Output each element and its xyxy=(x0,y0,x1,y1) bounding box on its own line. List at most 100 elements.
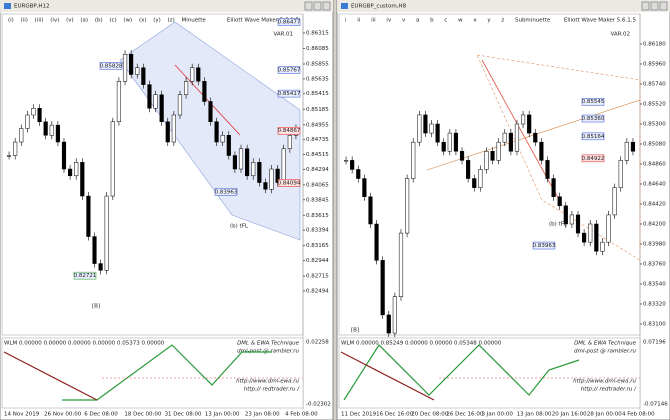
y-tick-label: 0.82944 xyxy=(306,258,329,264)
window-title: EURGBP_custom,H8 xyxy=(351,4,407,10)
indicator-note: DML & EWA Technique xyxy=(237,341,300,347)
candle xyxy=(141,67,146,85)
candle xyxy=(37,108,42,123)
indicator-note: http://www.dml-ewa.ru xyxy=(236,379,299,385)
date-label: 20 Dec 08:00 xyxy=(411,412,448,418)
candle xyxy=(350,160,355,170)
date-label: 6 Dec 08:00 xyxy=(84,412,118,418)
y-tick-label: 0.83615 xyxy=(306,213,329,219)
window-button[interactable] xyxy=(304,1,313,11)
candle xyxy=(275,168,280,183)
window-button[interactable] xyxy=(659,1,668,11)
window-icon xyxy=(4,3,11,9)
candle xyxy=(527,114,532,134)
y-tick-label: 0.83760 xyxy=(643,262,666,268)
candle xyxy=(190,67,195,82)
candle xyxy=(68,168,73,177)
indicator-pane xyxy=(338,337,641,409)
candle xyxy=(466,160,471,179)
candle xyxy=(600,241,605,252)
candle xyxy=(129,53,134,75)
candle xyxy=(624,141,629,161)
candle xyxy=(551,178,556,197)
indicator-tick-label: -0.07146 xyxy=(643,402,668,408)
candle xyxy=(569,214,574,225)
candle xyxy=(214,121,219,143)
price-tag-label: 0.84922 xyxy=(582,156,605,162)
price-tag-label: 0.84094 xyxy=(278,180,301,186)
candle xyxy=(55,124,60,143)
candle xyxy=(386,314,391,334)
price-tag xyxy=(99,62,123,70)
date-label: 11 Dec 2019 xyxy=(341,412,377,418)
indicator-header: WLM 0.00000 0.85249 0.00000 0.00000 0.05… xyxy=(341,341,502,347)
median-line xyxy=(174,64,241,136)
candle xyxy=(287,135,292,150)
candle xyxy=(263,182,268,190)
y-tick-label: 0.84515 xyxy=(306,152,329,158)
price-tag xyxy=(581,97,605,106)
price-tag xyxy=(581,114,605,123)
price-tag-label: 0.84867 xyxy=(278,128,301,134)
price-tag xyxy=(277,179,301,187)
candle xyxy=(630,141,636,152)
date-label: 3 Jan 00:00 xyxy=(482,412,514,418)
window-button[interactable] xyxy=(322,1,331,11)
candle xyxy=(563,205,568,225)
candle xyxy=(74,162,79,177)
indicator-tick-label: -0.02302 xyxy=(306,402,331,408)
maker-label: Elliott Wave Maker 5.6.1.5 xyxy=(564,18,637,24)
indicator-line xyxy=(340,351,435,401)
price-tag xyxy=(532,241,556,250)
candle xyxy=(122,53,128,82)
candle xyxy=(165,121,170,143)
date-label: 26 Nov 00:00 xyxy=(44,412,82,418)
candle xyxy=(459,151,465,161)
median-line xyxy=(481,59,563,206)
candle xyxy=(98,263,103,271)
date-label: 28 Jan 00:00 xyxy=(587,412,622,418)
date-label: 13 Jan 00:00 xyxy=(205,412,240,418)
price-tag xyxy=(581,154,605,163)
price-tag-label: 0.85360 xyxy=(582,116,605,122)
y-tick-label: 0.86085 xyxy=(306,46,329,52)
candle xyxy=(153,94,158,109)
wave-mark: (b) tFL xyxy=(549,222,568,228)
window-button[interactable] xyxy=(641,1,650,11)
candle xyxy=(490,151,495,161)
y-tick-label: 0.84640 xyxy=(643,182,666,188)
window-title: EURGBP,H12 xyxy=(14,4,50,10)
date-label: 18 Dec 00:00 xyxy=(124,412,161,418)
date-label: 4 Feb 08:00 xyxy=(622,412,655,418)
var-label: VAR.01 xyxy=(273,32,293,38)
y-tick-label: 0.85855 xyxy=(306,62,329,68)
candle xyxy=(411,141,416,179)
candle xyxy=(612,187,617,216)
chart-window: EURGBP,H12 0.86315 0.86085 0.85855 0.85635 0.… xyxy=(0,0,334,420)
date-label: 23 Jan 08:00 xyxy=(245,412,280,418)
candle xyxy=(417,114,422,143)
candle xyxy=(343,160,349,162)
pitchfork-lines xyxy=(476,54,641,261)
candle xyxy=(147,84,152,109)
candle xyxy=(582,232,587,243)
candle xyxy=(472,178,477,188)
date-label: 4 Feb 08:00 xyxy=(285,412,318,418)
indicator-note: dml-post @ rambler.ru xyxy=(574,349,636,355)
candle xyxy=(405,178,410,234)
candle xyxy=(514,123,520,152)
candle xyxy=(226,135,231,156)
window-button[interactable] xyxy=(313,1,322,11)
y-tick-label: 0.85185 xyxy=(306,107,329,113)
y-tick-label: 0.84420 xyxy=(643,202,666,208)
candle xyxy=(80,162,85,197)
y-tick-label: 0.85520 xyxy=(643,102,666,108)
candle xyxy=(61,141,67,170)
candle xyxy=(6,155,12,157)
window-button[interactable] xyxy=(650,1,659,11)
price-tag xyxy=(73,271,97,280)
y-tick-label: 0.85740 xyxy=(643,82,666,88)
y-tick-label: 0.85960 xyxy=(643,62,666,68)
y-tick-label: 0.86315 xyxy=(306,30,329,36)
title-bar xyxy=(0,0,333,12)
